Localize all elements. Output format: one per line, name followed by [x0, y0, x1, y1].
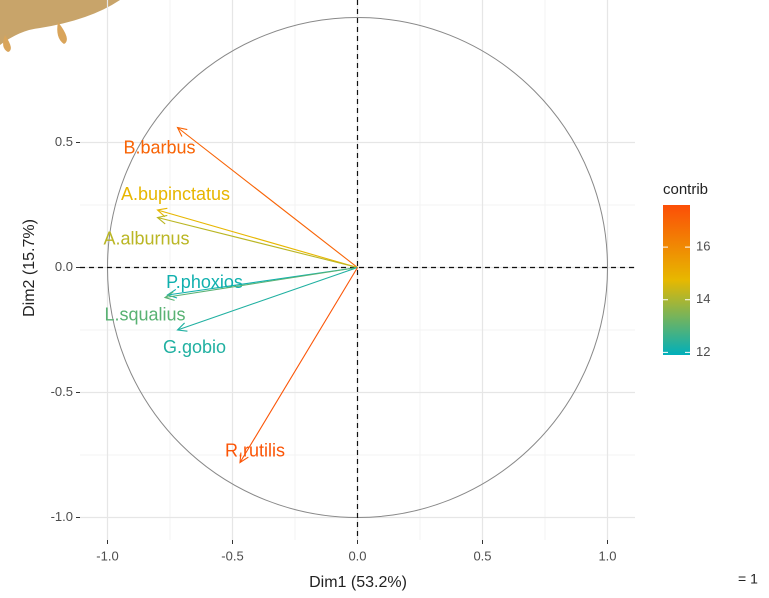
arrow-head [156, 207, 168, 218]
arrow-head [156, 214, 168, 225]
arrow-shaft [157, 209, 358, 269]
variable-label: R.rutilis [225, 440, 285, 460]
legend-title: contrib [663, 181, 708, 198]
arrow-head [166, 288, 178, 299]
x-tick-label: 0.0 [348, 548, 366, 563]
arrow-head [176, 126, 188, 137]
arrow-shaft [177, 266, 358, 331]
arrow: L.squalius [104, 266, 358, 324]
arrow-shaft [177, 127, 358, 268]
y-tick-label: -0.5 [51, 384, 73, 399]
colorbar [663, 205, 690, 355]
arrow-head [239, 452, 249, 464]
variable-label: L.squalius [104, 304, 185, 324]
variable-label: A.alburnus [103, 228, 189, 248]
variable-label: B.barbus [123, 137, 195, 157]
y-axis-title: Dim2 (15.7%) [21, 219, 38, 317]
colorbar-label: 12 [696, 344, 710, 359]
x-tick-label: 1.0 [598, 548, 616, 563]
x-tick-label: 0.5 [473, 548, 491, 563]
arrow: G.gobio [163, 266, 358, 357]
arrow-head [163, 291, 175, 301]
y-tick-label: 0.0 [55, 259, 73, 274]
x-axis-title: Dim1 (53.2%) [309, 574, 407, 591]
y-tick-label: 0.5 [55, 134, 73, 149]
annotation: = 1 [738, 571, 758, 587]
variable-label: G.gobio [163, 337, 226, 357]
x-tick-label: -1.0 [96, 548, 118, 563]
variable-label: A.bupinctatus [121, 184, 230, 204]
y-tick-label: -1.0 [51, 509, 73, 524]
variable-label: P.phoxios [166, 272, 243, 292]
colorbar-label: 14 [696, 291, 710, 306]
arrow: A.bupinctatus [121, 184, 358, 269]
arrow: B.barbus [123, 126, 358, 268]
plot-panel [80, 0, 635, 540]
x-tick-label: -0.5 [221, 548, 243, 563]
colorbar-label: 16 [696, 239, 710, 254]
arrow-shaft [157, 216, 358, 269]
arrow-shaft [239, 267, 358, 463]
arrow: A.alburnus [103, 214, 358, 269]
fish-decoration [0, 0, 120, 52]
arrow-shaft [164, 266, 358, 299]
arrow-head [176, 322, 188, 332]
arrow: R.rutilis [225, 267, 358, 464]
